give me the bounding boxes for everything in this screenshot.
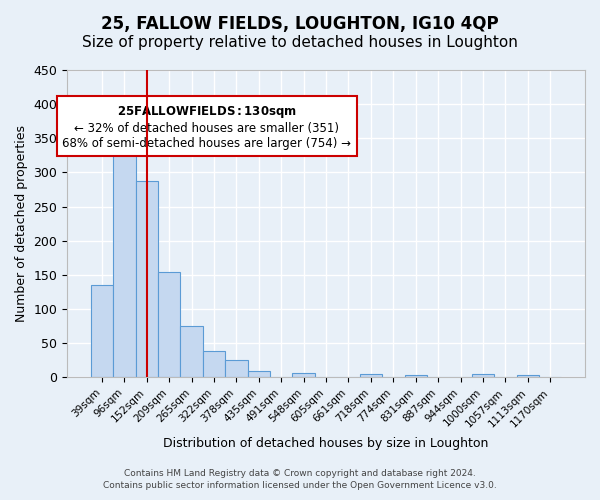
Bar: [136, 180, 158, 378]
Text: 25, FALLOW FIELDS, LOUGHTON, IG10 4QP: 25, FALLOW FIELDS, LOUGHTON, IG10 4QP: [101, 15, 499, 33]
Y-axis label: Number of detached properties: Number of detached properties: [15, 125, 28, 322]
Bar: [472, 374, 494, 378]
Bar: [404, 374, 427, 378]
Bar: [292, 374, 315, 378]
Bar: [181, 326, 203, 378]
Text: $\bf{25 FALLOW FIELDS: 130sqm}$
← 32% of detached houses are smaller (351)
68% o: $\bf{25 FALLOW FIELDS: 130sqm}$ ← 32% of…: [62, 104, 352, 150]
Bar: [225, 360, 248, 378]
Bar: [113, 124, 136, 378]
Bar: [91, 285, 113, 378]
Text: Size of property relative to detached houses in Loughton: Size of property relative to detached ho…: [82, 35, 518, 50]
Bar: [517, 374, 539, 378]
Bar: [248, 370, 270, 378]
Bar: [360, 374, 382, 378]
Text: Contains HM Land Registry data © Crown copyright and database right 2024.
Contai: Contains HM Land Registry data © Crown c…: [103, 468, 497, 490]
Bar: [203, 352, 225, 378]
Bar: [158, 272, 181, 378]
X-axis label: Distribution of detached houses by size in Loughton: Distribution of detached houses by size …: [163, 437, 489, 450]
